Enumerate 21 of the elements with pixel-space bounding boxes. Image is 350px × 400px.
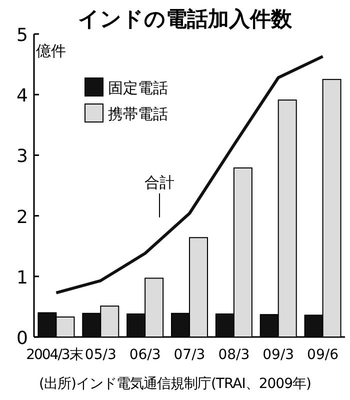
legend-label: 携帯電話 (108, 105, 168, 123)
y-tick-label: 5 (16, 25, 28, 46)
x-tick-label: 08/3 (218, 347, 250, 363)
series-label: 合計 (144, 173, 175, 192)
x-tick-label: 09/3 (262, 347, 294, 363)
x-tick-label: 05/3 (84, 347, 116, 363)
legend-item: 携帯電話 (84, 104, 168, 123)
x-tick-label: 06/3 (129, 347, 161, 363)
text: (出所)インド電気通信規制庁(TRAI、2009年) (39, 376, 311, 392)
y-tick-label: 4 (16, 86, 28, 107)
y-tick-label: 0 (16, 328, 28, 349)
y-tick-label: 1 (16, 267, 28, 288)
y-axis-title: 億件 (36, 42, 66, 60)
legend-item: 固定電話 (84, 78, 168, 97)
x-tick-label: 07/3 (174, 347, 206, 363)
chart-title: インドの電話加入件数 (78, 7, 293, 31)
legend-label: 固定電話 (108, 79, 168, 97)
y-tick-label: 3 (16, 146, 28, 168)
y-tick-label: 2 (16, 206, 28, 228)
x-tick-label: 09/6 (307, 347, 339, 363)
x-tick-label: 2004/3末 (26, 347, 84, 363)
